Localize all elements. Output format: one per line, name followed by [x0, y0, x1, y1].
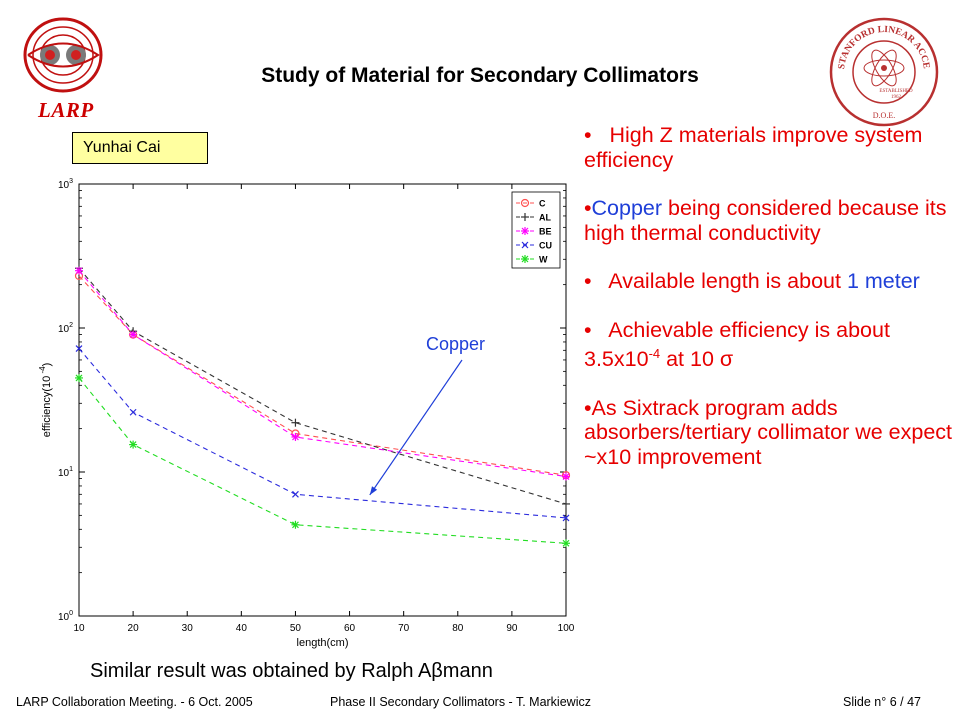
x-tick-label: 10 — [73, 623, 85, 634]
legend-marker-w — [521, 255, 529, 263]
footer-slide-number: Slide n° 6 / 47 — [843, 695, 921, 709]
legend-marker-al — [521, 213, 529, 221]
sigma-symbol: σ — [719, 347, 734, 372]
footer-talk: Phase II Secondary Collimators - T. Mark… — [330, 695, 591, 709]
series-line-cu — [78, 348, 567, 519]
seal-year-text: 1962 — [891, 95, 902, 100]
x-tick-label: 70 — [398, 623, 410, 634]
larp-logo — [23, 17, 103, 93]
data-point-be — [75, 266, 83, 275]
bullet-length-value: 1 meter — [846, 269, 920, 293]
bullet-efficiency: • Achievable efficiency is about 3.5x10-… — [584, 318, 956, 372]
beta-symbol: β — [431, 660, 443, 682]
y-tick-label: 100 — [58, 610, 73, 623]
y-tick-label: 101 — [58, 466, 73, 479]
bullet-copper: •Copper being considered because its hig… — [584, 196, 956, 245]
x-tick-label: 100 — [558, 623, 575, 634]
y-tick-label: 102 — [58, 322, 73, 335]
legend-marker-be — [521, 227, 529, 235]
data-point-be — [291, 433, 300, 442]
data-point-cu — [129, 408, 137, 416]
plot-frame — [78, 183, 567, 617]
x-tick-label: 50 — [290, 623, 302, 634]
legend-marker-cu — [521, 241, 529, 249]
copper-arrow-line — [369, 359, 463, 496]
legend-marker-c — [520, 198, 530, 208]
efficiency-chart: 10 20 30 40 50 60 70 80 90 100 100 101 102 103 length(… — [38, 178, 575, 649]
slide-title: Study of Material for Secondary Collimat… — [261, 64, 699, 87]
series-line-c — [78, 275, 567, 476]
bullet-list: • High Z materials improve system effici… — [584, 123, 956, 493]
legend-label-cu: CU — [539, 241, 552, 251]
bullet-text: As Sixtrack program adds absorbers/terti… — [584, 395, 953, 469]
bullet-text-2: at 10 — [660, 347, 720, 372]
data-point-cu — [75, 345, 83, 352]
x-tick-label: 20 — [128, 623, 140, 634]
x-tick-label: 30 — [182, 623, 194, 634]
seal-established-text: ESTABLISHED — [879, 89, 913, 94]
slac-seal: STANFORD LINEAR ACCELERATOR CENTER D.O.E… — [828, 16, 939, 127]
x-tick-label: 60 — [344, 623, 356, 634]
bullet-copper-word: Copper — [591, 196, 663, 220]
bullet-dot: • — [584, 196, 592, 220]
bullet-text: Achievable efficiency is about 3.5x10 — [584, 317, 896, 372]
data-point-cu — [292, 490, 299, 498]
y-axis-label: efficiency(10 -4) — [38, 363, 53, 438]
bullet-text: Available length is about — [591, 269, 847, 293]
bullet-sixtrack: •As Sixtrack program adds absorbers/tert… — [584, 396, 956, 470]
x-tick-label: 90 — [506, 623, 518, 634]
bullet-dot: • — [584, 269, 592, 293]
data-point-cu — [562, 514, 570, 522]
legend-box — [511, 191, 561, 269]
data-point-w — [562, 539, 570, 548]
legend-label-be: BE — [539, 227, 552, 237]
footer-meeting: LARP Collaboration Meeting. - 6 Oct. 200… — [16, 695, 253, 709]
similar-result-note: Similar result was obtained by Ralph Aβm… — [90, 660, 493, 683]
legend-label-c: C — [539, 199, 546, 209]
copper-arrow-head — [369, 486, 378, 495]
data-point-w — [129, 440, 138, 449]
similar-text-end: mann — [442, 660, 493, 682]
bullet-length: • Available length is about 1 meter — [584, 269, 956, 294]
bullet-text: being considered because its high therma… — [584, 196, 947, 245]
bullet-dot: • — [584, 395, 592, 420]
x-tick-label: 40 — [236, 623, 248, 634]
data-point-al — [562, 499, 570, 508]
x-axis-label: length(cm) — [297, 637, 349, 649]
larp-label: LARP — [38, 98, 94, 122]
copper-annotation: Copper — [426, 334, 486, 354]
similar-text: Similar result was obtained by Ralph A — [90, 660, 432, 682]
data-point-w — [75, 373, 83, 382]
bullet-dot: • — [584, 123, 592, 147]
bullet-text: High Z materials improve system efficien… — [584, 123, 929, 172]
data-point-w — [291, 520, 300, 529]
data-point-be — [562, 472, 570, 481]
seal-bottom-text: D.O.E. — [873, 111, 895, 120]
legend-label-al: AL — [539, 213, 551, 223]
data-point-al — [291, 418, 300, 427]
bullet-dot: • — [584, 317, 592, 342]
author-box: Yunhai Cai — [72, 132, 208, 164]
bullet-high-z: • High Z materials improve system effici… — [584, 123, 956, 172]
legend-label-w: W — [539, 255, 548, 265]
bullet-exponent: -4 — [648, 346, 661, 361]
y-tick-label: 103 — [58, 178, 73, 191]
x-tick-label: 80 — [452, 623, 464, 634]
data-point-be — [129, 330, 138, 339]
